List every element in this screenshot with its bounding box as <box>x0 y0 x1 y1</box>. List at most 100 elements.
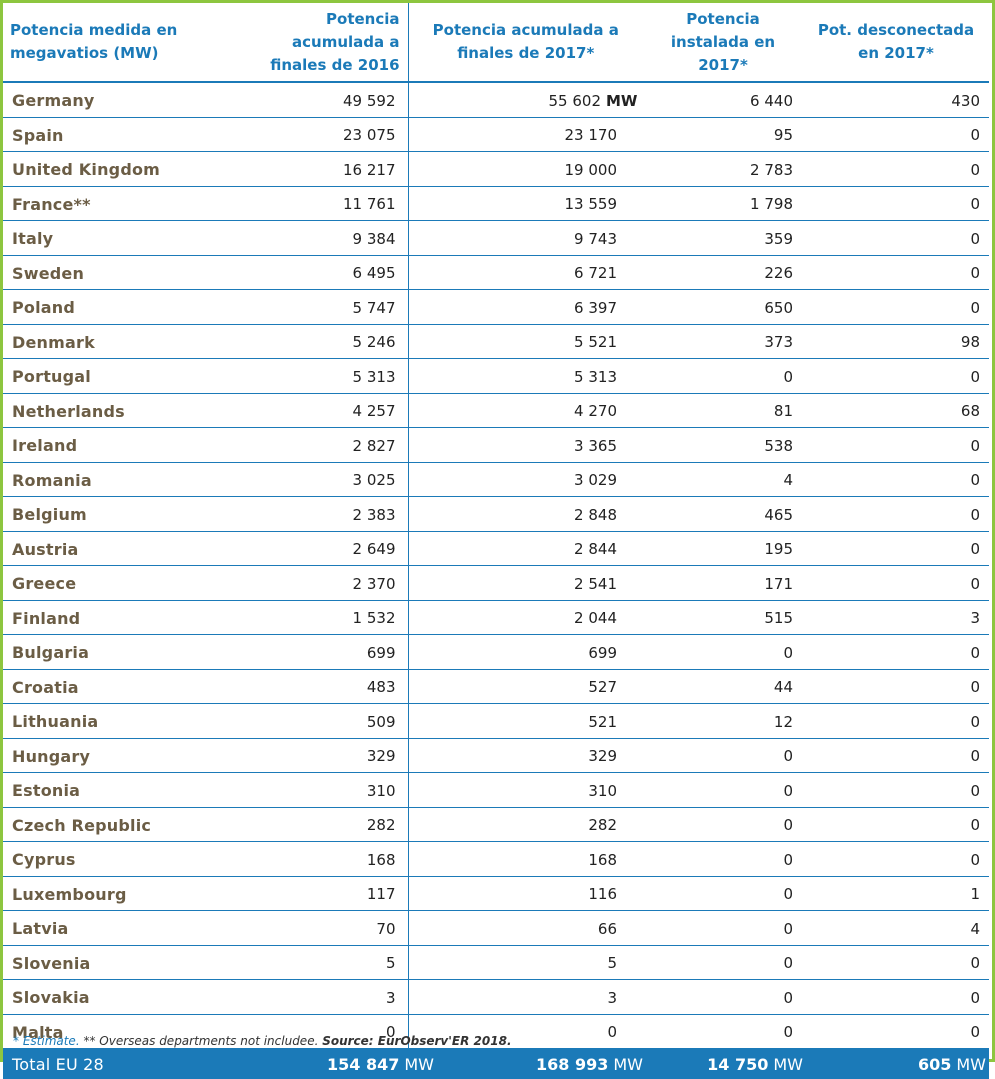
installed-2017: 0 <box>643 876 803 911</box>
disconnected-2017: 0 <box>803 842 989 877</box>
country-name: Czech Republic <box>3 807 233 842</box>
disconnected-2017: 0 <box>803 531 989 566</box>
installed-2017: 95 <box>643 117 803 152</box>
country-name: Estonia <box>3 773 233 808</box>
cumulative-2017: 282 <box>408 807 643 842</box>
installed-2017: 465 <box>643 497 803 532</box>
country-name: Croatia <box>3 669 233 704</box>
country-name: Denmark <box>3 324 233 359</box>
disconnected-2017: 0 <box>803 669 989 704</box>
installed-2017: 226 <box>643 255 803 290</box>
country-name: Slovenia <box>3 945 233 980</box>
cumulative-2016: 70 <box>233 911 408 946</box>
cumulative-2017: 329 <box>408 738 643 773</box>
cumulative-2016: 49 592 <box>233 82 408 117</box>
cumulative-2017: 5 521 <box>408 324 643 359</box>
country-name: Sweden <box>3 255 233 290</box>
cumulative-2017-value: 55 602 <box>549 92 602 110</box>
country-name: Romania <box>3 462 233 497</box>
disconnected-2017: 0 <box>803 566 989 601</box>
cumulative-2017: 527 <box>408 669 643 704</box>
cumulative-2017: 6 721 <box>408 255 643 290</box>
installed-2017: 0 <box>643 1014 803 1049</box>
country-name: United Kingdom <box>3 152 233 187</box>
disconnected-2017: 0 <box>803 807 989 842</box>
cumulative-2016: 6 495 <box>233 255 408 290</box>
installed-2017: 0 <box>643 911 803 946</box>
cumulative-2016: 483 <box>233 669 408 704</box>
disconnected-2017: 430 <box>803 82 989 117</box>
disconnected-2017: 0 <box>803 428 989 463</box>
installed-2017: 538 <box>643 428 803 463</box>
installed-2017: 44 <box>643 669 803 704</box>
disconnected-2017: 0 <box>803 945 989 980</box>
country-name: Belgium <box>3 497 233 532</box>
cumulative-2016: 11 761 <box>233 186 408 221</box>
cumulative-2016: 1 532 <box>233 600 408 635</box>
cumulative-2016: 16 217 <box>233 152 408 187</box>
cumulative-2016: 310 <box>233 773 408 808</box>
cumulative-2016: 3 025 <box>233 462 408 497</box>
cumulative-2017: 310 <box>408 773 643 808</box>
installed-2017: 373 <box>643 324 803 359</box>
installed-2017: 195 <box>643 531 803 566</box>
disconnected-2017: 98 <box>803 324 989 359</box>
country-name: Poland <box>3 290 233 325</box>
installed-2017: 0 <box>643 807 803 842</box>
installed-2017: 0 <box>643 842 803 877</box>
cumulative-2016: 117 <box>233 876 408 911</box>
disconnected-2017: 0 <box>803 773 989 808</box>
disconnected-2017: 0 <box>803 462 989 497</box>
disconnected-2017: 0 <box>803 152 989 187</box>
disconnected-2017: 0 <box>803 359 989 394</box>
country-name: Greece <box>3 566 233 601</box>
country-name: Luxembourg <box>3 876 233 911</box>
installed-2017: 6 440 <box>643 82 803 117</box>
country-name: Finland <box>3 600 233 635</box>
installed-2017: 81 <box>643 393 803 428</box>
country-name: Cyprus <box>3 842 233 877</box>
cumulative-2017: 3 <box>408 980 643 1015</box>
disconnected-2017: 4 <box>803 911 989 946</box>
cumulative-2017: 4 270 <box>408 393 643 428</box>
header-row: Potencia medida en megavatios (MW) Poten… <box>3 3 989 82</box>
country-name: Lithuania <box>3 704 233 739</box>
cumulative-2017: 168 <box>408 842 643 877</box>
cumulative-2016: 4 257 <box>233 393 408 428</box>
unit-label: MW <box>601 92 643 110</box>
cumulative-2017: 2 848 <box>408 497 643 532</box>
footnote-overseas: ** Overseas departments not includee. <box>80 1034 323 1048</box>
installed-2017: 4 <box>643 462 803 497</box>
disconnected-2017: 0 <box>803 1014 989 1049</box>
installed-2017: 650 <box>643 290 803 325</box>
cumulative-2016: 9 384 <box>233 221 408 256</box>
cumulative-2017: 13 559 <box>408 186 643 221</box>
cumulative-2017: 6 397 <box>408 290 643 325</box>
disconnected-2017: 3 <box>803 600 989 635</box>
country-name: Slovakia <box>3 980 233 1015</box>
installed-2017: 0 <box>643 945 803 980</box>
cumulative-2017: 9 743 <box>408 221 643 256</box>
cumulative-2017: 5 313 <box>408 359 643 394</box>
cumulative-2017: 2 844 <box>408 531 643 566</box>
cumulative-2016: 5 <box>233 945 408 980</box>
country-name: Portugal <box>3 359 233 394</box>
disconnected-2017: 0 <box>803 704 989 739</box>
cumulative-2016: 2 370 <box>233 566 408 601</box>
installed-2017: 359 <box>643 221 803 256</box>
cumulative-2017: 5 <box>408 945 643 980</box>
cumulative-2016: 509 <box>233 704 408 739</box>
